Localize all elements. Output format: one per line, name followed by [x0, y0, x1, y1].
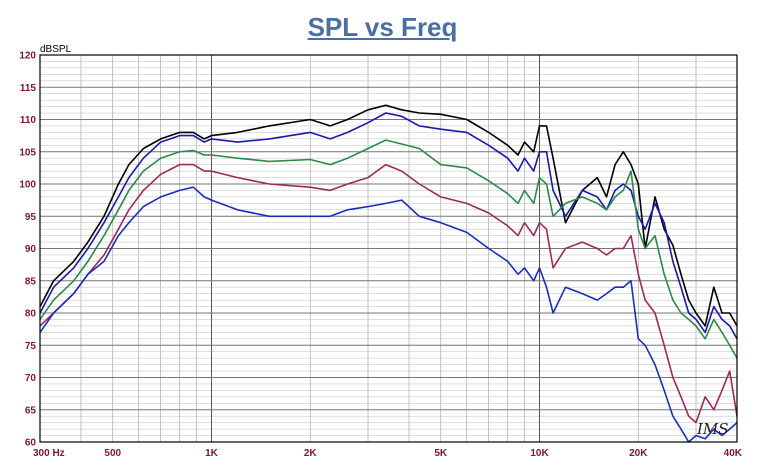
signature-text: IMS [696, 420, 729, 438]
y-tick-label: 100 [19, 180, 36, 191]
x-tick-label: 40K [724, 448, 743, 459]
x-tick-labels: 300 Hz 500 1K 2K 5K 10K 20K 40K [33, 448, 743, 459]
y-tick-label: 70 [25, 373, 37, 384]
y-tick-label: 60 [25, 438, 37, 449]
series-line-2 [39, 112, 738, 340]
y-tick-label: 95 [25, 212, 37, 223]
y-axis-label: dBSPL [40, 44, 72, 55]
y-tick-label: 115 [20, 83, 37, 94]
x-tick-label: 5K [434, 448, 448, 459]
chart-title: SPL vs Freq [307, 12, 458, 42]
x-tick-label: 2K [304, 448, 318, 459]
y-tick-label: 90 [25, 244, 37, 255]
series-group [39, 104, 738, 443]
y-tick-label: 65 [25, 405, 37, 416]
y-tick-labels: 60 65 70 75 80 85 90 95 100 105 110 115 120 [19, 51, 36, 449]
x-tick-label: 1K [205, 448, 219, 459]
y-tick-label: 105 [19, 147, 36, 158]
plot-frame [39, 54, 738, 443]
y-tick-label: 75 [25, 341, 37, 352]
series-line-4 [39, 163, 738, 424]
x-tick-label: 300 Hz [33, 448, 65, 459]
x-tick-label: 500 [104, 448, 121, 459]
series-line-5 [39, 186, 738, 443]
x-tick-label: 20K [629, 448, 648, 459]
y-tick-label: 80 [25, 309, 37, 320]
series-line-1 [39, 104, 738, 327]
y-tick-label: 110 [20, 115, 37, 126]
y-tick-label: 120 [19, 51, 36, 62]
x-tick-label: 10K [530, 448, 549, 459]
series-line-3 [39, 139, 738, 359]
y-tick-label: 85 [25, 276, 37, 287]
